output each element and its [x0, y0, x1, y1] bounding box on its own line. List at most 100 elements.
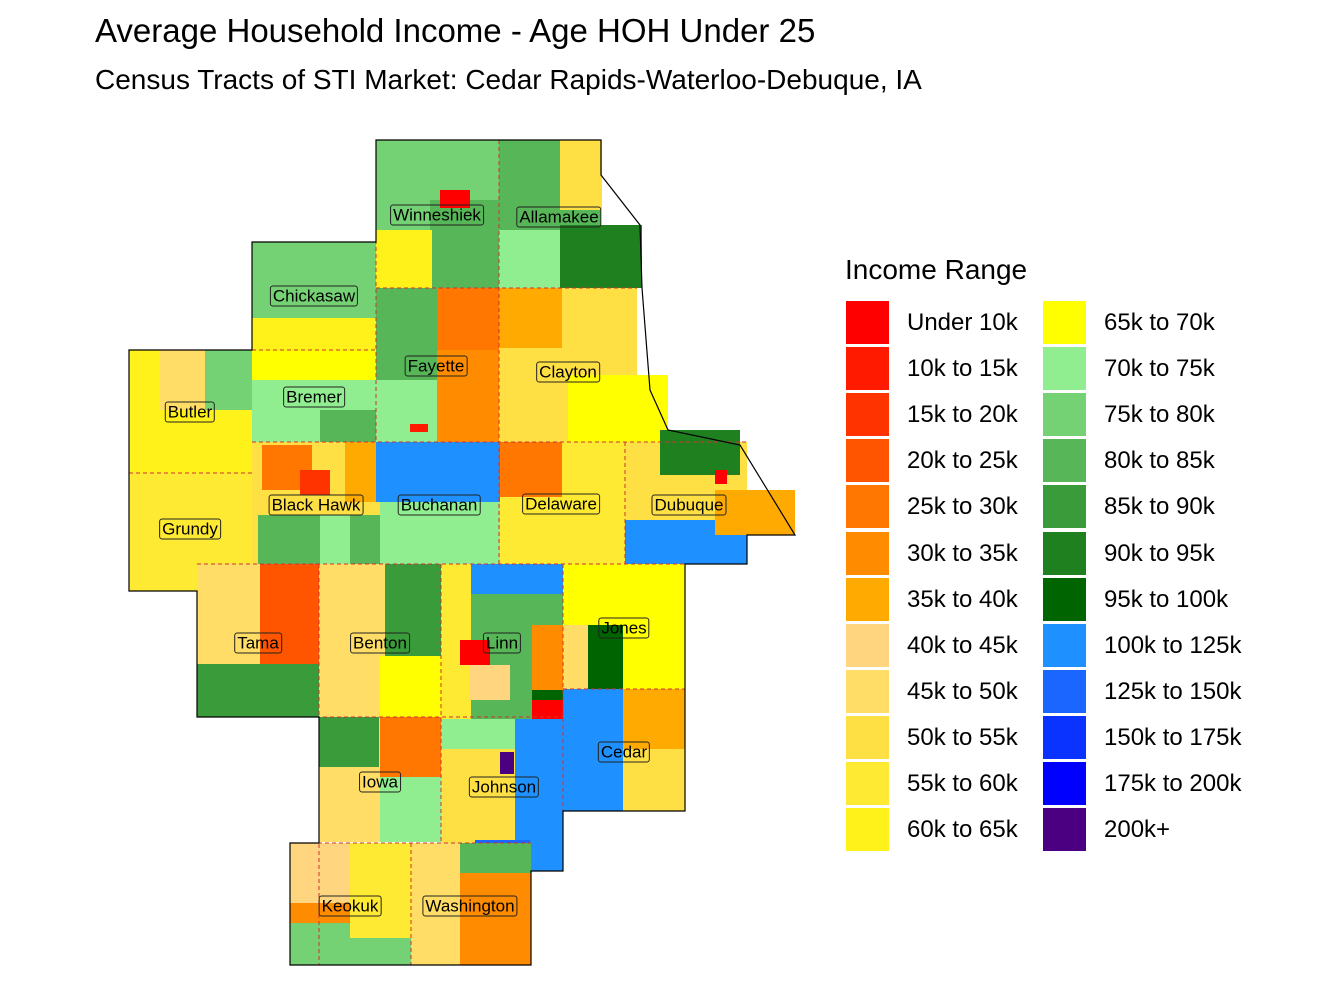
- tract: [376, 380, 437, 443]
- legend-label: 10k to 15k: [907, 355, 1018, 383]
- map-subtitle: Census Tracts of STI Market: Cedar Rapid…: [95, 64, 922, 95]
- legend-label: 95k to 100k: [1104, 585, 1229, 613]
- map-title: Average Household Income - Age HOH Under…: [95, 12, 816, 49]
- tract: [563, 625, 588, 689]
- legend-label: Under 10k: [907, 309, 1018, 336]
- tract: [623, 689, 685, 749]
- legend-label: 75k to 80k: [1104, 401, 1215, 429]
- tract: [660, 430, 740, 475]
- tract: [532, 625, 563, 690]
- county-label-dubuque: Dubuque: [651, 494, 727, 516]
- legend-swatch: [846, 808, 889, 852]
- tract: [441, 719, 515, 749]
- legend-swatch: [1043, 623, 1086, 667]
- county-label-iowa: Iowa: [359, 771, 401, 793]
- legend-swatch: [846, 347, 889, 391]
- tract: [440, 190, 470, 208]
- legend-label: 40k to 45k: [907, 631, 1018, 659]
- legend-swatch: [1043, 808, 1086, 852]
- county-label-jones: Jones: [598, 617, 650, 639]
- tract: [345, 442, 380, 502]
- tract: [437, 288, 499, 350]
- legend-swatch: [846, 577, 889, 621]
- county-label-washington: Washington: [422, 895, 518, 917]
- tract: [385, 564, 441, 656]
- county-label-winneshiek: Winneshiek: [390, 204, 484, 226]
- tract: [532, 690, 563, 700]
- tract: [568, 375, 668, 443]
- tract: [380, 656, 441, 717]
- legend-label: 65k to 70k: [1104, 309, 1215, 336]
- tract: [300, 470, 330, 495]
- county-label-grundy: Grundy: [159, 518, 221, 540]
- legend-swatch: [846, 623, 889, 667]
- market-outline: [128, 139, 797, 966]
- legend-swatch: [1043, 439, 1086, 483]
- tract: [410, 424, 428, 432]
- legend-label: 70k to 75k: [1104, 355, 1215, 383]
- tract: [560, 225, 642, 288]
- tract: [376, 230, 432, 288]
- tract: [380, 717, 441, 777]
- legend-label: 150k to 175k: [1104, 723, 1242, 751]
- tract: [320, 515, 350, 564]
- legend-swatch: [1043, 577, 1086, 621]
- tract: [588, 625, 623, 689]
- county-label-clayton: Clayton: [536, 361, 600, 383]
- tract: [437, 350, 499, 443]
- tract: [350, 843, 411, 938]
- legend-label: 85k to 90k: [1104, 493, 1215, 521]
- tract: [197, 664, 319, 717]
- legend-label: 125k to 150k: [1104, 677, 1242, 705]
- tract: [715, 490, 795, 535]
- legend-label: 90k to 95k: [1104, 539, 1215, 567]
- legend-swatch: [1043, 762, 1086, 805]
- tract: [460, 843, 531, 873]
- tract: [460, 873, 531, 965]
- legend-title: Income Range: [845, 254, 1028, 285]
- tract: [376, 442, 500, 502]
- legend-swatch: [846, 485, 889, 529]
- legend-label: 175k to 200k: [1104, 770, 1242, 797]
- legend-swatch: [846, 531, 889, 575]
- legend-swatch: [846, 669, 889, 713]
- legend-swatch: [846, 393, 889, 437]
- tract: [715, 470, 727, 484]
- tract: [500, 442, 562, 497]
- county-label-delaware: Delaware: [522, 493, 600, 515]
- legend-swatch: [1043, 531, 1086, 575]
- legend-label: 35k to 40k: [907, 585, 1018, 613]
- tract: [532, 700, 563, 719]
- tract: [499, 230, 560, 288]
- tract: [290, 843, 350, 903]
- legend-label: 80k to 85k: [1104, 447, 1215, 475]
- county-label-butler: Butler: [164, 401, 216, 423]
- tract: [260, 564, 319, 664]
- tract: [319, 717, 379, 767]
- county-label-allamakee: Allamakee: [516, 206, 602, 228]
- tract: [470, 564, 563, 594]
- legend-label: 45k to 50k: [907, 677, 1018, 705]
- legend-swatch: [846, 762, 889, 805]
- tract: [560, 140, 602, 210]
- legend-label: 25k to 30k: [907, 493, 1018, 521]
- legend-label: 100k to 125k: [1104, 631, 1242, 659]
- legend-label: 55k to 60k: [907, 770, 1018, 797]
- legend-label: 200k+: [1104, 816, 1171, 844]
- legend-swatch: [846, 439, 889, 483]
- tract-fills: [129, 140, 795, 965]
- county-label-fayette: Fayette: [404, 355, 468, 377]
- legend-swatch: [1043, 347, 1086, 391]
- legend-swatch: [1043, 301, 1086, 344]
- legend-label: 20k to 25k: [907, 447, 1018, 475]
- county-label-cedar: Cedar: [597, 741, 651, 763]
- county-label-benton: Benton: [350, 632, 410, 654]
- legend-swatch: [1043, 393, 1086, 437]
- legend-label: 50k to 55k: [907, 723, 1018, 751]
- county-label-bremer: Bremer: [283, 386, 345, 408]
- tract: [205, 350, 252, 410]
- tract: [499, 288, 562, 348]
- tract: [563, 689, 623, 811]
- legend-label: 15k to 20k: [907, 401, 1018, 429]
